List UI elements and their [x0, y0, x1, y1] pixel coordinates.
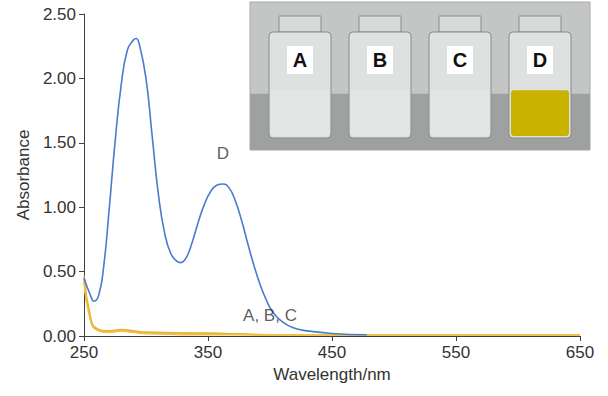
svg-text:250: 250 [70, 343, 98, 362]
svg-text:B: B [373, 49, 387, 71]
svg-text:A: A [293, 49, 307, 71]
svg-text:D: D [533, 49, 547, 71]
svg-text:0.00: 0.00 [42, 326, 76, 346]
svg-text:A, B, C: A, B, C [243, 306, 297, 325]
svg-text:1.00: 1.00 [43, 198, 76, 217]
svg-text:C: C [453, 49, 467, 71]
svg-text:Absorbance: Absorbance [14, 130, 33, 221]
svg-text:650: 650 [566, 343, 594, 362]
svg-text:350: 350 [194, 343, 222, 362]
svg-text:2.00: 2.00 [43, 69, 76, 88]
svg-text:Wavelength/nm: Wavelength/nm [273, 365, 390, 384]
svg-text:0.50: 0.50 [43, 262, 76, 281]
svg-text:450: 450 [318, 343, 346, 362]
svg-text:D: D [217, 144, 229, 163]
svg-text:2.50: 2.50 [43, 5, 76, 24]
svg-text:550: 550 [442, 343, 470, 362]
svg-text:1.50: 1.50 [43, 133, 76, 152]
